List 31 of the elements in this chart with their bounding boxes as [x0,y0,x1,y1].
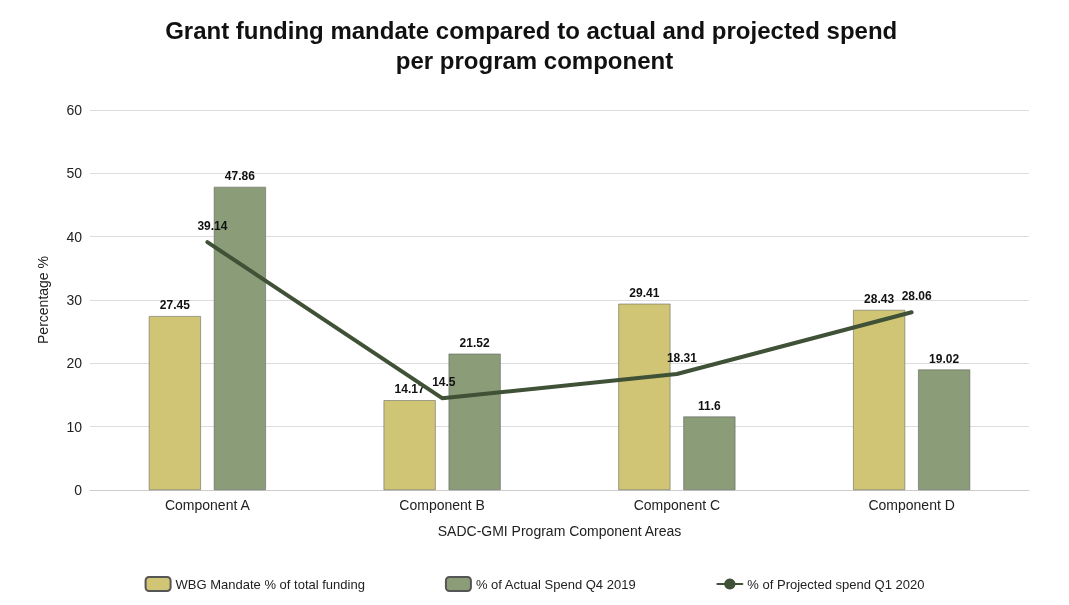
legend-label: % of Projected spend Q1 2020 [747,576,925,592]
bar [148,316,201,490]
data-label: 11.6 [698,398,722,413]
x-tick-label: Component A [164,497,251,513]
data-label: 47.86 [224,168,256,183]
data-label: 29.41 [629,285,660,300]
data-label: 21.52 [459,335,490,350]
bar [683,416,736,490]
y-tick-label: 40 [66,228,83,245]
y-tick-label: 50 [66,165,83,182]
y-tick-label: 20 [66,355,83,372]
y-tick-label: 60 [66,102,83,118]
y-tick-label: 10 [66,418,83,435]
data-label: 39.14 [197,219,228,234]
y-tick-label: 0 [74,482,83,498]
x-tick-label: Component C [633,497,721,513]
x-tick-label: Component B [399,497,485,513]
bar [918,369,971,490]
bar [383,400,436,490]
legend-label: WBG Mandate % of total funding [175,576,365,592]
data-label: 28.06 [901,289,932,304]
x-axis-title: SADC-GMI Program Component Areas [437,523,682,539]
data-label: 19.02 [929,351,960,366]
data-label: 27.45 [159,298,191,313]
bar [853,309,906,490]
y-axis-title: Percentage % [35,256,51,344]
legend-label: % of Actual Spend Q4 2019 [475,576,636,592]
data-label: 28.43 [864,291,895,306]
x-tick-label: Component D [868,497,955,513]
y-tick-label: 30 [66,292,83,308]
chart-title: Grant funding mandate compared to actual and projected spend per program component [165,16,904,74]
